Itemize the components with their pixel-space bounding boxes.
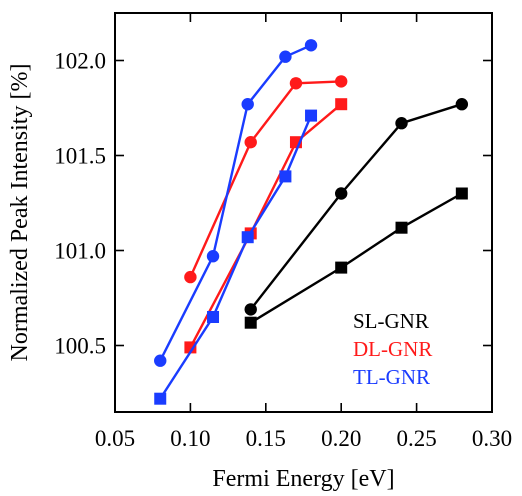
data-point: [455, 98, 469, 111]
x-tick-label: 0.05: [95, 426, 135, 451]
series-line: [189, 80, 342, 278]
data-point: [241, 231, 254, 244]
x-axis-title: Fermi Energy [eV]: [212, 466, 394, 492]
series-0: [244, 98, 469, 316]
series-layer: [154, 39, 469, 405]
ticks-layer: 0.05 0.10 0.15 0.20 0.25 0.30 100.5 101.0 101.5 1…: [54, 13, 512, 451]
data-point: [241, 98, 254, 111]
data-point: [279, 170, 292, 183]
data-point: [244, 136, 257, 149]
data-point: [244, 303, 257, 316]
plot-frame: [114, 12, 493, 413]
y-tick-label: 102.0: [54, 49, 106, 74]
data-point: [154, 392, 167, 405]
x-tick-label: 0.15: [246, 426, 286, 451]
data-point: [335, 187, 348, 200]
y-tick-label: 101.0: [54, 239, 106, 264]
data-point: [304, 39, 318, 52]
data-point: [395, 221, 408, 234]
data-point: [184, 341, 197, 354]
series-1: [244, 187, 468, 329]
data-point: [279, 50, 292, 63]
series-line: [189, 103, 342, 348]
y-tick-label: 100.5: [54, 334, 106, 359]
x-tick-label: 0.30: [472, 426, 512, 451]
data-point: [395, 117, 408, 130]
series-2: [184, 75, 348, 284]
legend-label: TL-GNR: [353, 365, 430, 389]
series-line: [250, 192, 463, 324]
data-point: [244, 316, 257, 329]
data-point: [206, 250, 220, 263]
data-point: [455, 187, 468, 200]
data-point: [335, 98, 348, 111]
series-5: [154, 109, 318, 405]
x-tick-label: 0.20: [321, 426, 361, 451]
x-tick-label: 0.25: [396, 426, 436, 451]
data-point: [207, 311, 220, 323]
series-line: [249, 103, 463, 311]
data-point: [184, 270, 197, 284]
y-tick-label: 101.5: [54, 144, 106, 169]
y-axis-title: Normalized Peak Intensity [%]: [7, 64, 33, 362]
x-tick-label: 0.10: [170, 426, 210, 451]
data-point: [289, 77, 303, 90]
legend-label: DL-GNR: [353, 337, 432, 361]
data-point: [335, 75, 348, 88]
legend: SL-GNR DL-GNR TL-GNR: [353, 309, 432, 389]
data-point: [154, 354, 167, 367]
legend-label: SL-GNR: [353, 309, 429, 333]
series-4: [154, 39, 318, 367]
data-point: [335, 261, 348, 274]
data-point: [305, 109, 318, 122]
